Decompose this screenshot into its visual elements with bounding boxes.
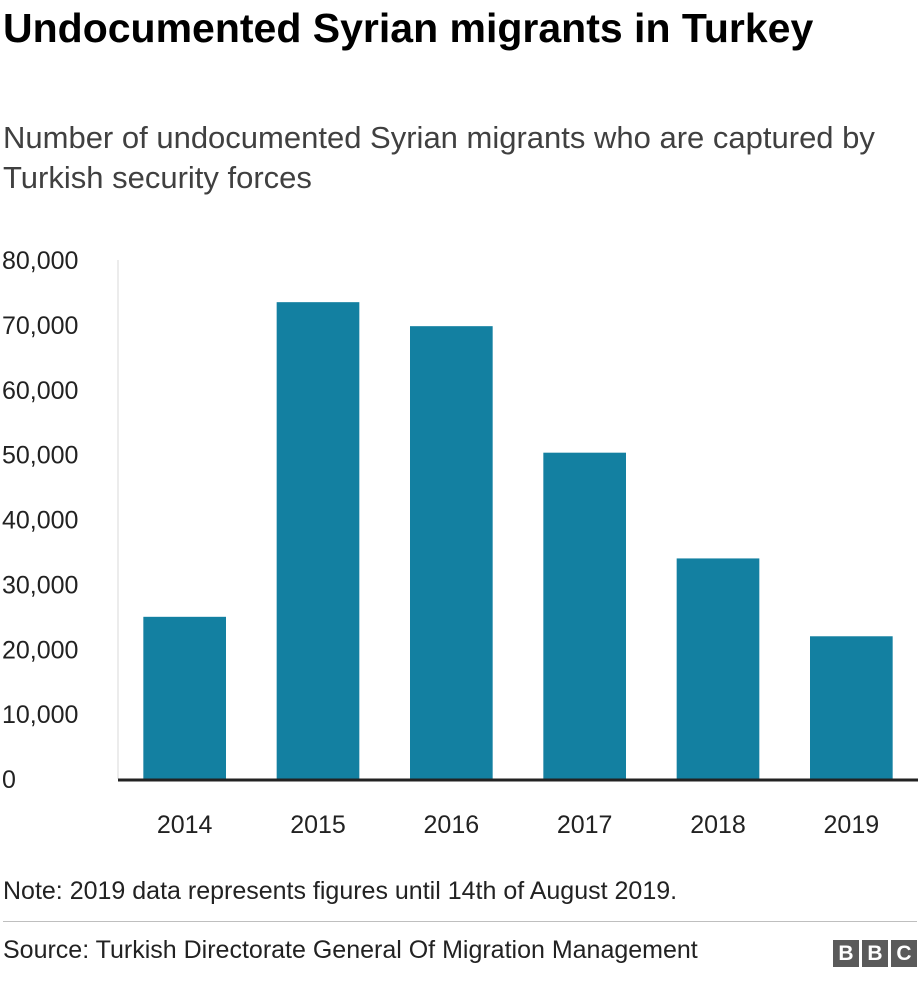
bbc-logo-letter: B xyxy=(862,940,888,967)
y-tick-label: 80,000 xyxy=(2,247,78,275)
bar-2015 xyxy=(276,302,360,779)
bbc-logo: B B C xyxy=(833,940,917,967)
x-tick-label: 2016 xyxy=(424,811,480,839)
y-axis: 0 10,000 20,000 30,000 40,000 50,000 60,000 70,… xyxy=(2,247,119,794)
chart-title: Undocumented Syrian migrants in Turkey xyxy=(3,5,814,51)
footer-divider xyxy=(3,921,917,922)
y-tick-label: 50,000 xyxy=(2,442,78,470)
bar-chart: 0 10,000 20,000 30,000 40,000 50,000 60,000 70,… xyxy=(2,247,918,839)
y-tick-label: 30,000 xyxy=(2,571,78,599)
x-tick-label: 2014 xyxy=(157,811,213,839)
y-tick-label: 10,000 xyxy=(2,701,78,729)
x-tick-label: 2017 xyxy=(557,811,613,839)
bar-2019 xyxy=(810,636,893,779)
x-tick-label: 2019 xyxy=(824,811,880,839)
bar-2017 xyxy=(543,452,626,779)
y-tick-label: 0 xyxy=(2,766,16,794)
x-tick-label: 2015 xyxy=(290,811,346,839)
bbc-logo-letter: B xyxy=(833,940,859,967)
chart-source: Source: Turkish Directorate General Of M… xyxy=(3,936,698,964)
bars xyxy=(143,302,893,779)
bar-2016 xyxy=(410,326,493,779)
y-tick-label: 60,000 xyxy=(2,377,78,405)
x-axis: 2014 2015 2016 2017 2018 2019 xyxy=(118,778,918,839)
bar-2014 xyxy=(143,616,226,779)
y-tick-label: 20,000 xyxy=(2,636,78,664)
chart-note: Note: 2019 data represents figures until… xyxy=(3,877,678,905)
bar-2018 xyxy=(676,558,760,779)
x-tick-label: 2018 xyxy=(690,811,746,839)
bbc-logo-letter: C xyxy=(891,940,917,967)
y-tick-label: 70,000 xyxy=(2,312,78,340)
chart-subtitle: Number of undocumented Syrian migrants w… xyxy=(3,120,875,195)
y-tick-label: 40,000 xyxy=(2,507,78,535)
